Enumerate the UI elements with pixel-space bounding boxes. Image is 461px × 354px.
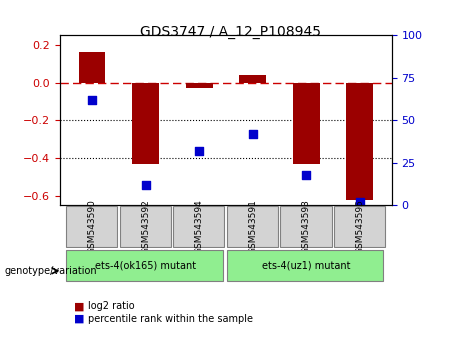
Point — [356, 199, 363, 205]
Bar — [293, 82, 319, 164]
Text: GSM543590: GSM543590 — [88, 199, 96, 254]
Text: ets-4(uz1) mutant: ets-4(uz1) mutant — [262, 261, 350, 270]
Text: GSM543595: GSM543595 — [355, 199, 364, 254]
FancyBboxPatch shape — [173, 206, 225, 247]
Text: genotype/variation: genotype/variation — [5, 266, 97, 276]
Bar — [346, 82, 373, 200]
Text: GSM543591: GSM543591 — [248, 199, 257, 254]
Point — [249, 131, 256, 137]
Text: GDS3747 / A_12_P108945: GDS3747 / A_12_P108945 — [140, 25, 321, 39]
Point — [142, 182, 149, 188]
Text: GSM543593: GSM543593 — [301, 199, 311, 254]
FancyBboxPatch shape — [280, 206, 331, 247]
Point — [89, 97, 96, 103]
FancyBboxPatch shape — [66, 206, 118, 247]
Bar — [239, 75, 266, 82]
Text: ■: ■ — [74, 314, 84, 324]
FancyBboxPatch shape — [227, 250, 383, 281]
Point — [302, 172, 310, 178]
Text: log2 ratio: log2 ratio — [88, 301, 134, 311]
Text: GSM543594: GSM543594 — [195, 199, 204, 254]
Text: GSM543592: GSM543592 — [141, 199, 150, 254]
FancyBboxPatch shape — [66, 250, 223, 281]
Text: ■: ■ — [74, 301, 84, 311]
Bar — [132, 82, 159, 164]
Bar — [186, 82, 213, 88]
Bar — [79, 52, 106, 82]
Point — [195, 148, 203, 154]
Text: ets-4(ok165) mutant: ets-4(ok165) mutant — [95, 261, 196, 270]
Text: percentile rank within the sample: percentile rank within the sample — [88, 314, 253, 324]
FancyBboxPatch shape — [227, 206, 278, 247]
FancyBboxPatch shape — [120, 206, 171, 247]
FancyBboxPatch shape — [334, 206, 385, 247]
